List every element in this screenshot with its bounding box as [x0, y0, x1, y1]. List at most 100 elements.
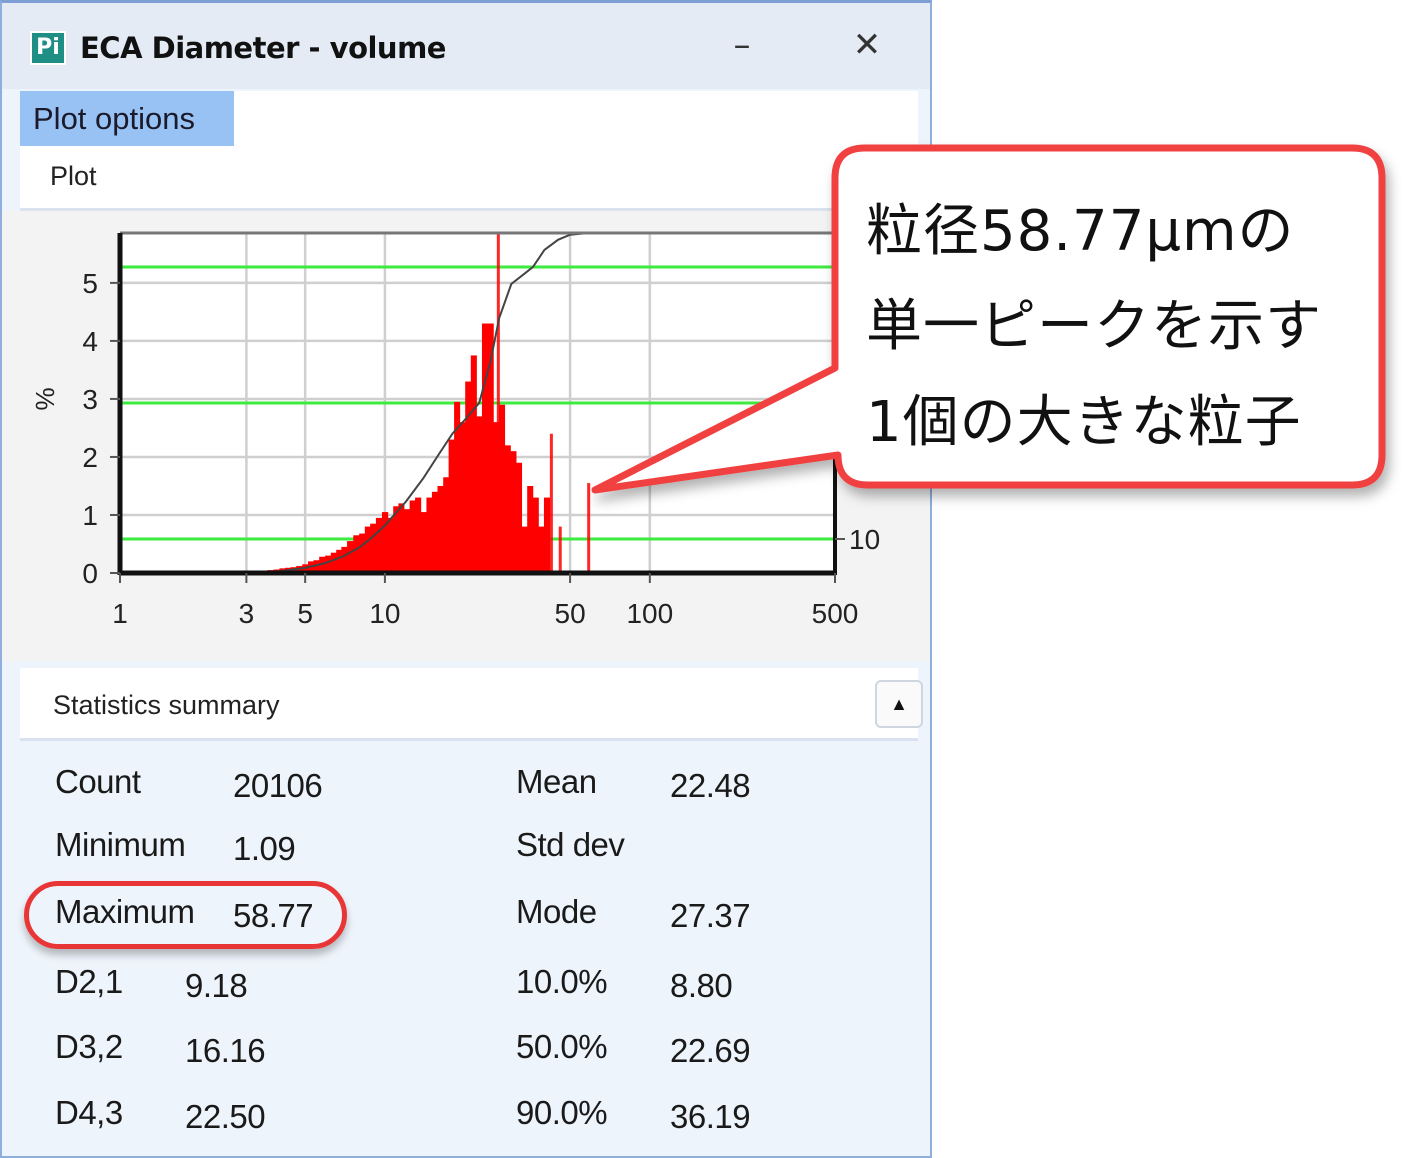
plot-options-panel: Plot options Plot: [20, 91, 918, 211]
histogram-bar: [493, 422, 500, 573]
stat-label: Mode: [516, 893, 597, 930]
histogram-spike: [496, 233, 500, 573]
histogram-bar: [504, 445, 511, 573]
stat-label: D2,1: [55, 963, 123, 1000]
stat-value: 27.37: [670, 897, 751, 934]
right-tick-label: 10: [849, 524, 880, 555]
histogram-bar: [426, 497, 433, 573]
histogram-bar: [481, 323, 489, 573]
histogram-bar: [313, 560, 320, 573]
histogram-bar: [437, 485, 444, 573]
histogram-bar: [387, 517, 394, 573]
stat-label: 10.0%: [516, 963, 608, 1000]
statistics-summary-title: Statistics summary: [53, 690, 280, 720]
callout-line-3: 1個の大きな粒子: [866, 390, 1302, 455]
y-tick-label: 0: [82, 558, 98, 589]
y-tick-label: 2: [82, 442, 98, 473]
x-tick-label: 5: [297, 598, 313, 629]
histogram-bar: [364, 526, 371, 573]
stat-value: 20106: [233, 767, 323, 804]
eca-diameter-window: Pi ECA Diameter - volume – ✕ Plot option…: [0, 0, 932, 1158]
stat-value: 1.09: [233, 830, 296, 867]
stat-label: D4,3: [55, 1094, 123, 1131]
minimize-button[interactable]: –: [733, 25, 751, 65]
cumulative-curve: [225, 232, 589, 574]
histogram-bar: [498, 404, 506, 573]
x-tick-label: 3: [239, 598, 255, 629]
histogram-bar: [353, 535, 360, 573]
histogram-bar: [465, 381, 472, 573]
x-tick-label: 100: [626, 598, 673, 629]
histogram-spike: [549, 433, 553, 573]
histogram-bar: [336, 549, 342, 573]
stat-label: Mean: [516, 763, 597, 800]
histogram-bar: [459, 422, 466, 573]
histogram-spike: [558, 526, 562, 573]
tab-plot-options[interactable]: Plot options: [20, 91, 234, 146]
histogram-bar: [359, 533, 366, 573]
stat-label: 90.0%: [516, 1094, 608, 1131]
stat-label: D3,2: [55, 1028, 123, 1065]
stat-value: 22.50: [185, 1098, 266, 1135]
histogram-bar: [330, 552, 337, 573]
close-button[interactable]: ✕: [852, 25, 882, 65]
stat-label: 50.0%: [516, 1028, 608, 1065]
triangle-up-icon: ▲: [890, 694, 908, 714]
x-tick-label: 50: [555, 598, 586, 629]
histogram-bar: [409, 500, 416, 573]
x-tick-label: 1: [112, 598, 128, 629]
plot-section-label[interactable]: Plot: [50, 161, 97, 191]
histogram-bar: [470, 355, 477, 573]
stat-value: 58.77: [233, 897, 314, 934]
histogram-bar: [347, 541, 354, 573]
y-tick-label: 3: [82, 384, 98, 415]
stat-value: 9.18: [185, 967, 248, 1004]
title-bar: Pi ECA Diameter - volume – ✕: [2, 3, 930, 89]
histogram-bar: [319, 556, 326, 573]
histogram-bar: [375, 517, 383, 573]
histogram-bar: [443, 477, 450, 573]
histogram-bar: [476, 416, 483, 573]
maximum-highlight-ring: [24, 881, 347, 949]
app-logo-icon: Pi: [30, 31, 66, 65]
histogram-bar: [370, 523, 377, 573]
histogram-bar: [454, 401, 461, 573]
histogram-bar: [543, 497, 551, 573]
stat-label: Minimum: [55, 826, 186, 863]
histogram-bar: [341, 546, 348, 573]
histogram-bar: [393, 506, 399, 573]
histogram-bar: [448, 439, 455, 573]
y-tick-label: 5: [82, 268, 98, 299]
histogram-bar: [515, 462, 523, 573]
histogram-bar: [403, 509, 411, 573]
histogram-bar: [538, 526, 545, 573]
histogram-bar: [527, 485, 534, 573]
window-title: ECA Diameter - volume: [80, 31, 446, 65]
histogram-spike: [587, 483, 591, 573]
histogram-bar: [325, 555, 332, 573]
x-tick-label: 500: [812, 598, 859, 629]
collapse-button[interactable]: ▲: [875, 680, 923, 728]
stat-value: 8.80: [670, 967, 733, 1004]
stat-value: 36.19: [670, 1098, 751, 1135]
y-tick-label: 1: [82, 500, 98, 531]
histogram-bar: [398, 503, 405, 573]
stat-value: 16.16: [185, 1032, 266, 1069]
histogram-bar: [420, 512, 427, 573]
histogram-bar: [487, 323, 494, 573]
y-tick-label: 4: [82, 326, 98, 357]
stat-value: 22.48: [670, 767, 751, 804]
histogram-bar: [532, 497, 539, 573]
stat-label: Std dev: [516, 826, 625, 863]
statistics-summary-header[interactable]: Statistics summary ▲: [20, 668, 923, 741]
histogram-bar: [415, 497, 422, 573]
stat-label: Maximum: [55, 893, 195, 930]
histogram-bar: [431, 491, 439, 573]
histogram-bar: [510, 451, 517, 573]
stat-value: 22.69: [670, 1032, 751, 1069]
callout-line-1: 粒径58.77μmの: [866, 199, 1295, 264]
callout-line-2: 単一ピークを示す: [866, 294, 1322, 359]
y-axis-label: %: [30, 387, 60, 410]
stat-label: Count: [55, 763, 141, 800]
